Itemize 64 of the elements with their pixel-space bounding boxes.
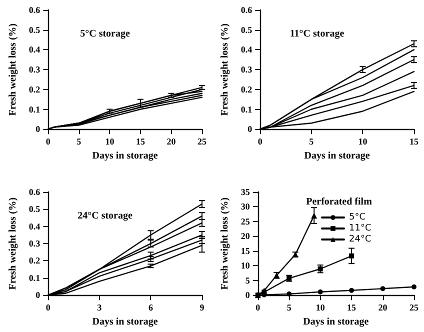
y-tick-label: 0.2: [240, 84, 253, 94]
x-axis-title: Days in storage: [92, 316, 158, 328]
y-tick-label: 10: [240, 260, 250, 271]
x-tick-label: 5: [309, 136, 314, 147]
y-tick-label: 0: [36, 124, 41, 134]
y-tick-label: 0: [245, 290, 250, 300]
y-tick-label: 0.2: [28, 256, 41, 266]
x-tick-label: 15: [136, 136, 146, 147]
legend-title: Perforated film: [306, 196, 373, 208]
y-tick-label: 0.6: [28, 187, 41, 197]
x-tick-label: 10: [358, 136, 368, 147]
x-tick-label: 3: [97, 302, 102, 313]
legend-label: 11°C: [349, 224, 372, 234]
y-tick-label: 30: [240, 202, 250, 212]
y-tick-label: 20: [240, 231, 250, 242]
y-tick-label: 0.6: [28, 5, 41, 15]
y-tick-label: 0.1: [28, 272, 41, 283]
y-tick-label: 0: [248, 124, 253, 134]
x-tick-label: 20: [378, 302, 388, 313]
x-tick-label: 0: [258, 136, 263, 147]
x-tick-label: 5: [76, 136, 82, 147]
y-axis-title: Fresh weight loss (%): [8, 23, 18, 116]
x-tick-label: 5: [286, 302, 292, 313]
y-tick-label: 25: [240, 216, 250, 226]
y-tick-label: 0.4: [28, 221, 41, 232]
y-tick-label: 15: [240, 246, 250, 256]
text: 5°C storage: [80, 28, 130, 40]
x-tick-label: 10: [316, 302, 326, 313]
y-axis-title: Fresh weight loss (%): [220, 23, 230, 116]
x-tick-label: 6: [148, 302, 154, 313]
x-tick-label: 25: [198, 136, 207, 147]
y-tick-label: 0.1: [28, 104, 41, 114]
x-tick-label: 15: [410, 136, 419, 147]
y-tick-label: 35: [240, 187, 250, 197]
legend-label: 5°C: [349, 212, 366, 222]
y-tick-label: 0.5: [28, 24, 41, 35]
y-tick-label: 0.5: [240, 24, 253, 35]
x-tick-label: 15: [347, 302, 357, 313]
y-tick-label: 0.3: [28, 64, 41, 75]
x-tick-label: 10: [105, 136, 115, 147]
y-tick-label: 0.2: [28, 84, 41, 94]
y-tick-label: 0.6: [240, 5, 253, 15]
y-tick-label: 0: [36, 290, 41, 300]
y-tick-label: 5: [245, 275, 250, 286]
x-tick-label: 25: [410, 302, 419, 313]
x-axis-title: Days in storage: [92, 150, 158, 162]
y-tick-label: 0.3: [28, 238, 41, 249]
x-tick-label: 0: [256, 302, 261, 313]
legend-label: 24°C: [349, 234, 372, 244]
x-tick-label: 0: [46, 302, 51, 313]
y-tick-label: 0.4: [240, 44, 253, 55]
y-tick-label: 0.4: [28, 44, 41, 55]
y-axis-title: Fresh weight loss (%): [220, 197, 230, 290]
x-axis-title: Days in storage: [303, 316, 370, 328]
y-tick-label: 0.5: [28, 204, 41, 214]
x-tick-label: 9: [200, 302, 205, 313]
text: 11°C storage: [290, 28, 345, 40]
x-tick-label: 20: [166, 136, 176, 147]
y-axis-title: Fresh weight loss (%): [8, 197, 18, 290]
y-tick-label: 0.1: [240, 104, 253, 114]
text: 24°C storage: [78, 210, 133, 222]
x-tick-label: 0: [46, 136, 51, 147]
x-axis-title: Days in storage: [304, 150, 370, 162]
y-tick-label: 0.3: [240, 64, 253, 75]
